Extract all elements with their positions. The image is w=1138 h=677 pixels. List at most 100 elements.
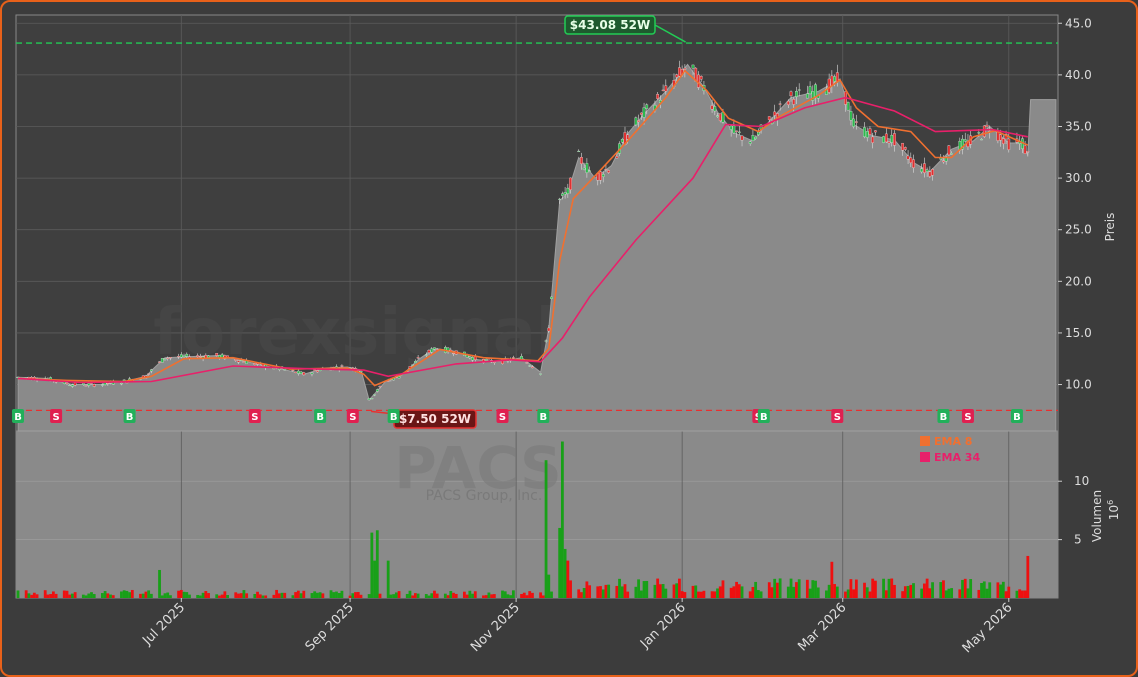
volume-bar: [30, 594, 34, 598]
volume-bar: [185, 592, 189, 598]
volume-bar: [490, 594, 494, 598]
volume-bar: [405, 593, 409, 598]
signal-label: S: [53, 412, 60, 423]
volume-bar: [961, 579, 964, 598]
candle-body: [196, 355, 199, 358]
candle-body: [599, 171, 602, 181]
volume-bar: [963, 578, 967, 598]
price-tick-label: 45.0: [1065, 16, 1092, 30]
volume-bar: [411, 595, 415, 598]
candle-body: [253, 363, 257, 365]
price-axis-label: Preis: [1103, 213, 1117, 242]
volume-bar: [239, 593, 243, 598]
candle-body: [294, 371, 297, 373]
volume-panel: [15, 430, 1059, 599]
volume-bar: [547, 574, 551, 598]
price-tick-label: 25.0: [1065, 223, 1092, 237]
price-tick-label: 35.0: [1065, 119, 1092, 133]
volume-tick-label: 5: [1074, 533, 1082, 547]
volume-bar: [321, 593, 325, 598]
volume-bar: [751, 586, 755, 598]
candle-body: [182, 355, 186, 357]
volume-bar: [147, 590, 151, 598]
volume-bar: [1001, 581, 1005, 598]
volume-bar: [340, 590, 344, 598]
candle-body: [868, 128, 872, 135]
candle-body: [316, 370, 319, 373]
candle-body: [283, 369, 287, 371]
signal-label: S: [499, 412, 506, 423]
volume-bar: [1026, 555, 1030, 598]
volume-bar: [756, 590, 760, 598]
candle-body: [691, 64, 695, 69]
candle-body: [893, 133, 896, 146]
candle-body: [179, 354, 183, 358]
ema34-line: [17, 96, 1028, 384]
candle-body: [678, 67, 681, 77]
volume-bar: [302, 590, 306, 598]
candle-body: [547, 327, 551, 332]
volume-bar: [759, 591, 763, 598]
candle-body: [1001, 138, 1005, 144]
candle-body: [585, 163, 589, 173]
time-tick-label: Sep 2025: [303, 600, 357, 654]
volume-bar: [359, 594, 363, 598]
volume-bar: [430, 593, 434, 598]
volume-bar: [139, 593, 142, 598]
volume-bar: [503, 591, 507, 598]
volume-bar: [446, 595, 450, 598]
candle-body: [199, 356, 202, 358]
candle-body: [882, 136, 885, 143]
volume-bar: [81, 594, 85, 598]
volume-bar: [868, 591, 872, 598]
candle-body: [699, 76, 703, 80]
volume-bar: [882, 578, 885, 598]
candle-body: [729, 125, 733, 130]
candle-body: [411, 364, 415, 366]
volume-bar: [253, 593, 257, 598]
buy-signal-badge: [537, 409, 550, 423]
legend-label-ema8: EMA 8: [934, 435, 972, 448]
volume-bar: [588, 585, 592, 598]
candle-body: [887, 141, 891, 144]
candle-body: [539, 373, 542, 375]
volume-bar: [923, 583, 926, 598]
volume-bar: [786, 586, 790, 598]
high-52w-arrow: [654, 24, 686, 43]
volume-bar: [737, 584, 741, 598]
volume-bar: [120, 591, 123, 598]
volume-bar: [188, 594, 191, 598]
volume-bar: [890, 578, 894, 598]
volume-bar: [639, 590, 643, 598]
candle-body: [961, 138, 964, 150]
candle-body: [577, 150, 581, 153]
candle-body: [675, 74, 679, 78]
candle-body: [185, 353, 189, 357]
volume-unit-base: 10: [1107, 505, 1121, 520]
volume-bar: [699, 591, 703, 598]
volume-bar: [256, 591, 259, 598]
volume-bar: [103, 591, 107, 598]
candle-body: [767, 116, 771, 120]
candle-body: [370, 398, 374, 400]
volume-bar: [541, 595, 545, 598]
volume-bar: [566, 560, 570, 598]
sell-signal-badge: [50, 409, 63, 423]
candle-body: [863, 127, 866, 137]
volume-bar: [283, 592, 287, 598]
volume-bar: [462, 591, 466, 598]
volume-bar: [835, 586, 839, 598]
candle-body: [778, 103, 782, 105]
signal-label: S: [349, 412, 356, 423]
volume-bar: [789, 578, 793, 598]
volume-bar: [778, 578, 782, 598]
signal-label: B: [14, 412, 22, 423]
volume-bar: [87, 593, 91, 598]
candle-body: [147, 373, 151, 375]
volume-bar: [996, 582, 1000, 598]
volume-bar: [844, 591, 847, 598]
volume-bar: [179, 589, 183, 598]
volume-bar: [558, 527, 562, 598]
volume-bar: [909, 584, 913, 598]
